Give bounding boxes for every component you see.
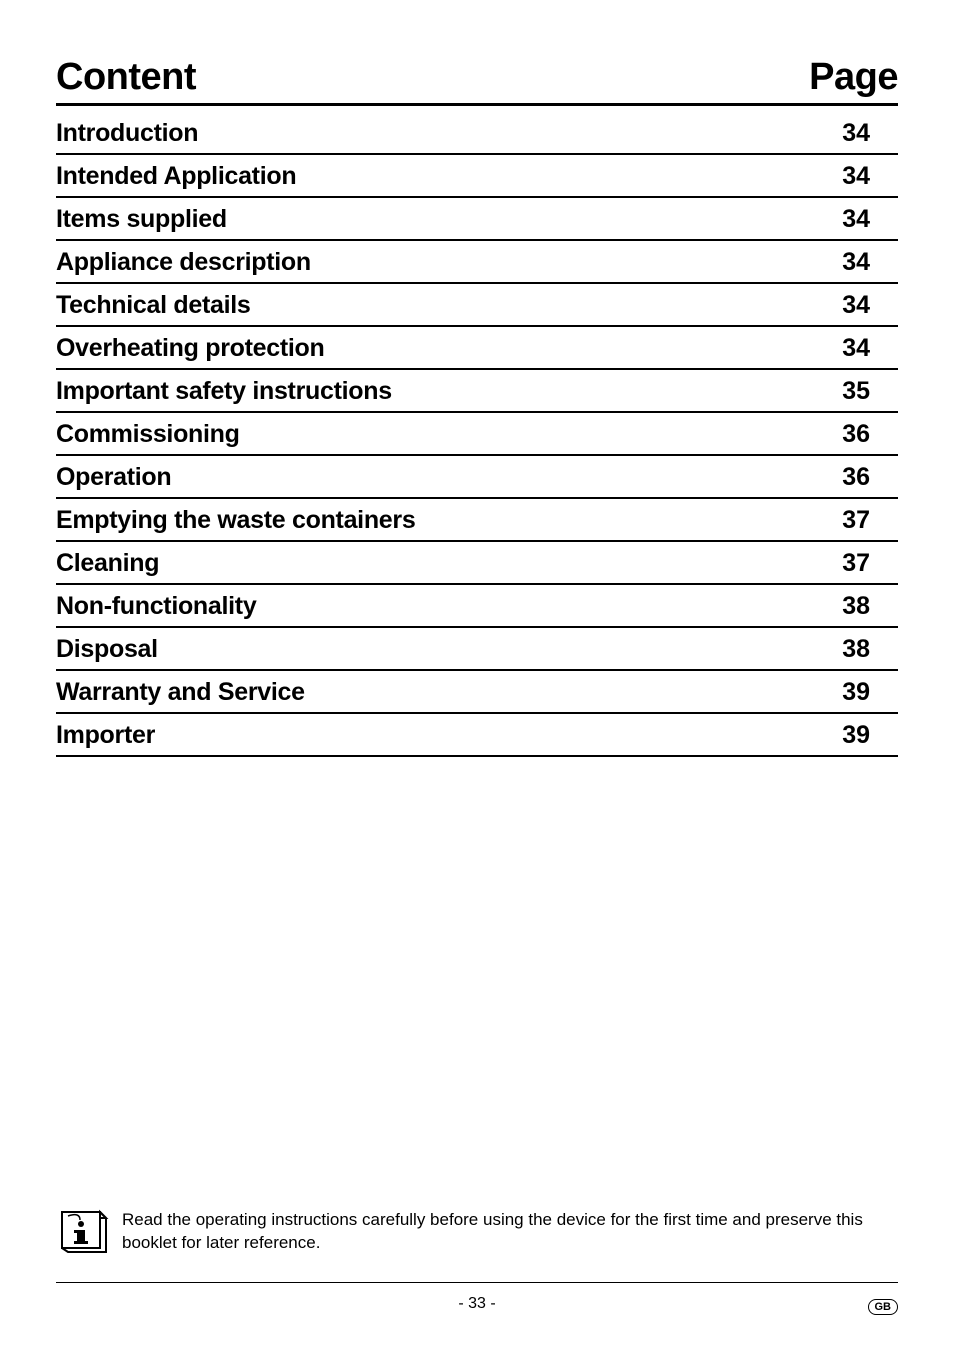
page-heading: Page <box>809 56 898 99</box>
note-box: Read the operating instructions carefull… <box>56 1206 898 1255</box>
toc-label: Overheating protection <box>56 334 324 363</box>
page-number: - 33 - <box>458 1295 495 1313</box>
footer-rule <box>56 1282 898 1283</box>
toc-label: Operation <box>56 463 171 492</box>
toc-row: Intended Application 34 <box>56 155 898 198</box>
toc-row: Introduction 34 <box>56 112 898 155</box>
toc-page: 36 <box>842 463 898 492</box>
toc-label: Non-functionality <box>56 592 256 621</box>
toc-row: Overheating protection 34 <box>56 327 898 370</box>
toc-row: Appliance description 34 <box>56 241 898 284</box>
content-heading: Content <box>56 56 196 99</box>
toc-row: Warranty and Service 39 <box>56 671 898 714</box>
toc-row: Emptying the waste containers 37 <box>56 499 898 542</box>
toc-page: 35 <box>842 377 898 406</box>
toc-row: Importer 39 <box>56 714 898 757</box>
toc-page: 37 <box>842 549 898 578</box>
toc-label: Important safety instructions <box>56 377 392 406</box>
page: Content Page Introduction 34 Intended Ap… <box>0 0 954 1355</box>
language-badge: GB <box>868 1299 899 1315</box>
toc-label: Technical details <box>56 291 251 320</box>
toc-row: Important safety instructions 35 <box>56 370 898 413</box>
toc-label: Intended Application <box>56 162 296 191</box>
toc-page: 34 <box>842 334 898 363</box>
toc-page: 34 <box>842 291 898 320</box>
toc-label: Items supplied <box>56 205 227 234</box>
toc-label: Appliance description <box>56 248 311 277</box>
toc-row: Commissioning 36 <box>56 413 898 456</box>
toc-label: Emptying the waste containers <box>56 506 415 535</box>
toc-label: Warranty and Service <box>56 678 305 707</box>
toc-row: Items supplied 34 <box>56 198 898 241</box>
toc-label: Commissioning <box>56 420 240 449</box>
toc-page: 34 <box>842 248 898 277</box>
toc-page: 37 <box>842 506 898 535</box>
toc-page: 38 <box>842 635 898 664</box>
toc-row: Non-functionality 38 <box>56 585 898 628</box>
footer: - 33 - GB <box>56 1295 898 1313</box>
toc-page: 34 <box>842 205 898 234</box>
toc-row: Technical details 34 <box>56 284 898 327</box>
toc-label: Disposal <box>56 635 158 664</box>
toc-label: Cleaning <box>56 549 159 578</box>
toc-row: Disposal 38 <box>56 628 898 671</box>
toc-page: 39 <box>842 721 898 750</box>
toc-label: Importer <box>56 721 155 750</box>
toc-row: Cleaning 37 <box>56 542 898 585</box>
toc-label: Introduction <box>56 119 198 148</box>
toc-page: 36 <box>842 420 898 449</box>
toc-header: Content Page <box>56 56 898 106</box>
toc-page: 34 <box>842 162 898 191</box>
toc-row: Operation 36 <box>56 456 898 499</box>
toc-page: 38 <box>842 592 898 621</box>
info-booklet-icon <box>56 1206 112 1254</box>
note-text: Read the operating instructions carefull… <box>122 1206 898 1255</box>
toc-page: 34 <box>842 119 898 148</box>
toc-page: 39 <box>842 678 898 707</box>
